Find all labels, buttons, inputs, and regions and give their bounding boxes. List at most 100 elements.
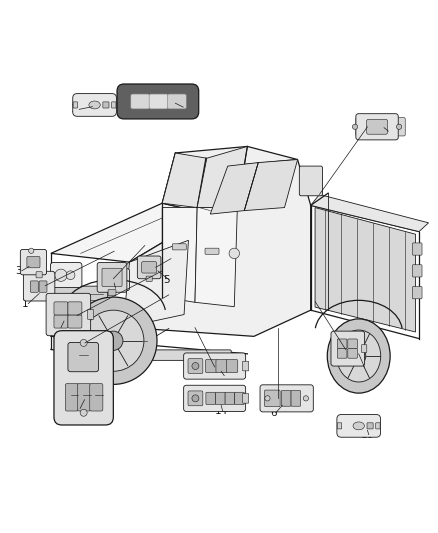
FancyBboxPatch shape — [205, 248, 219, 254]
FancyBboxPatch shape — [108, 289, 116, 296]
FancyBboxPatch shape — [299, 166, 322, 196]
FancyBboxPatch shape — [367, 119, 388, 134]
Circle shape — [66, 271, 75, 280]
Text: 7: 7 — [74, 403, 81, 414]
FancyBboxPatch shape — [184, 353, 246, 379]
Circle shape — [396, 124, 402, 130]
Circle shape — [95, 334, 103, 343]
Text: 8: 8 — [181, 102, 187, 112]
Text: 6: 6 — [270, 408, 277, 418]
FancyBboxPatch shape — [112, 102, 116, 108]
FancyBboxPatch shape — [27, 256, 40, 268]
FancyBboxPatch shape — [73, 102, 78, 108]
FancyBboxPatch shape — [78, 384, 91, 411]
FancyBboxPatch shape — [243, 361, 249, 371]
FancyBboxPatch shape — [337, 415, 381, 437]
Circle shape — [55, 269, 67, 281]
Circle shape — [57, 331, 68, 342]
FancyBboxPatch shape — [30, 281, 38, 292]
Ellipse shape — [89, 101, 100, 109]
Circle shape — [229, 248, 240, 259]
FancyBboxPatch shape — [36, 272, 42, 278]
FancyBboxPatch shape — [65, 384, 78, 411]
FancyBboxPatch shape — [146, 276, 152, 281]
Polygon shape — [210, 163, 258, 214]
Polygon shape — [311, 195, 428, 231]
FancyBboxPatch shape — [131, 94, 150, 109]
Text: 12: 12 — [385, 126, 398, 136]
FancyBboxPatch shape — [90, 384, 103, 411]
FancyBboxPatch shape — [142, 262, 156, 273]
Ellipse shape — [337, 330, 381, 382]
FancyBboxPatch shape — [167, 94, 186, 109]
FancyBboxPatch shape — [361, 345, 367, 352]
Circle shape — [80, 409, 87, 416]
FancyBboxPatch shape — [20, 249, 46, 275]
FancyBboxPatch shape — [138, 256, 161, 279]
Polygon shape — [162, 207, 197, 302]
FancyBboxPatch shape — [291, 391, 300, 406]
FancyBboxPatch shape — [348, 349, 357, 358]
FancyBboxPatch shape — [172, 244, 186, 250]
FancyBboxPatch shape — [413, 243, 422, 255]
FancyBboxPatch shape — [54, 330, 113, 425]
FancyBboxPatch shape — [53, 286, 108, 323]
FancyBboxPatch shape — [226, 359, 238, 373]
FancyBboxPatch shape — [282, 391, 291, 406]
FancyBboxPatch shape — [54, 302, 68, 315]
Circle shape — [107, 274, 117, 285]
FancyBboxPatch shape — [376, 423, 380, 429]
FancyBboxPatch shape — [235, 392, 244, 405]
Circle shape — [28, 248, 34, 253]
FancyBboxPatch shape — [225, 392, 235, 405]
FancyBboxPatch shape — [23, 271, 55, 301]
Circle shape — [192, 395, 199, 402]
FancyBboxPatch shape — [152, 350, 231, 360]
FancyBboxPatch shape — [205, 359, 217, 373]
FancyBboxPatch shape — [188, 391, 203, 406]
Polygon shape — [130, 159, 311, 336]
FancyBboxPatch shape — [46, 293, 91, 336]
FancyBboxPatch shape — [50, 263, 82, 287]
Polygon shape — [162, 153, 207, 207]
Text: 4: 4 — [109, 284, 115, 293]
Polygon shape — [175, 147, 297, 166]
FancyBboxPatch shape — [337, 423, 342, 429]
FancyBboxPatch shape — [68, 343, 99, 372]
Polygon shape — [123, 240, 188, 328]
FancyBboxPatch shape — [216, 359, 227, 373]
FancyBboxPatch shape — [413, 287, 422, 299]
FancyBboxPatch shape — [88, 310, 94, 319]
Circle shape — [192, 362, 199, 369]
Polygon shape — [51, 203, 210, 262]
FancyBboxPatch shape — [68, 302, 82, 315]
Ellipse shape — [327, 319, 390, 393]
Text: 3: 3 — [15, 266, 21, 276]
FancyBboxPatch shape — [39, 281, 47, 292]
FancyBboxPatch shape — [101, 269, 130, 290]
FancyBboxPatch shape — [356, 118, 368, 136]
Text: 10: 10 — [71, 104, 84, 114]
Ellipse shape — [352, 348, 366, 365]
Circle shape — [303, 395, 308, 401]
FancyBboxPatch shape — [265, 390, 280, 407]
FancyBboxPatch shape — [68, 315, 82, 328]
FancyBboxPatch shape — [356, 114, 398, 140]
Polygon shape — [195, 207, 237, 306]
Text: 1: 1 — [21, 298, 28, 309]
FancyBboxPatch shape — [215, 392, 225, 405]
Circle shape — [104, 331, 123, 350]
FancyBboxPatch shape — [97, 263, 127, 292]
FancyBboxPatch shape — [260, 385, 313, 412]
Circle shape — [353, 124, 357, 130]
FancyBboxPatch shape — [117, 84, 199, 119]
Text: 14: 14 — [215, 406, 228, 416]
FancyBboxPatch shape — [337, 349, 347, 358]
Text: 9: 9 — [362, 362, 369, 372]
Text: 13: 13 — [217, 370, 230, 381]
Polygon shape — [197, 147, 247, 207]
Text: 5: 5 — [163, 274, 170, 285]
Polygon shape — [244, 159, 297, 211]
Circle shape — [265, 395, 270, 401]
FancyBboxPatch shape — [367, 423, 373, 429]
